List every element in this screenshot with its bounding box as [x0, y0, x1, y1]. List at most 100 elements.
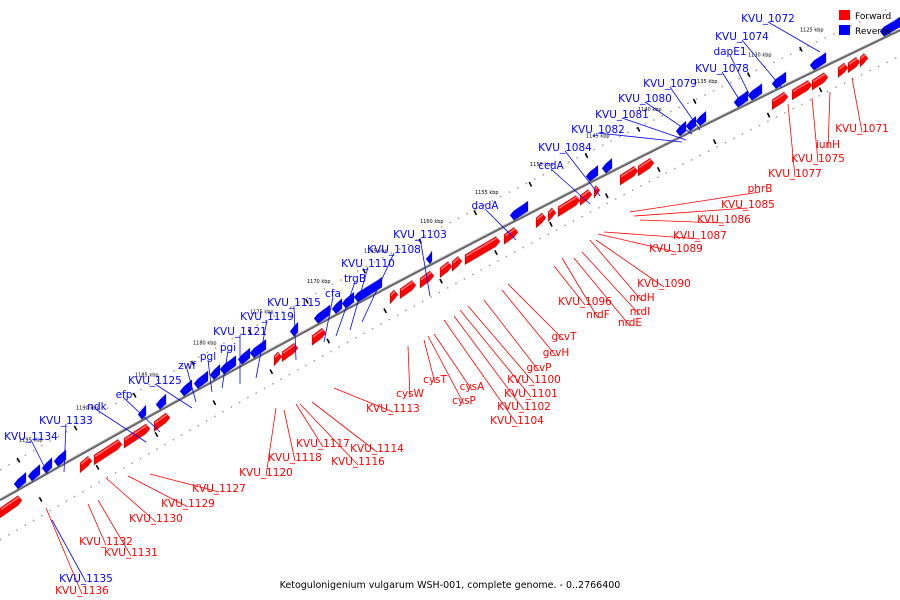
gene-shape-rev-13: [313, 304, 331, 324]
gene-highlight: [390, 290, 396, 297]
gene-highlight: [812, 73, 826, 83]
gene-shape-fwd-15: [535, 212, 547, 229]
gene-label-kvu-1130: KVU_1130: [129, 513, 183, 525]
gene-label-kvu-1089: KVU_1089: [649, 243, 703, 255]
leader-kvu-1081: [621, 117, 687, 141]
tick-mark: [692, 98, 697, 104]
gene-highlight: [548, 208, 554, 214]
leader-nrdh: [589, 239, 643, 302]
gene-shape-fwd-14: [503, 226, 519, 245]
gene-label-kvu-1116: KVU_1116: [331, 456, 385, 468]
gene-label-kvu-1121: KVU_1121: [213, 326, 267, 338]
gene-highlight: [860, 54, 866, 60]
tick-mark: [362, 268, 366, 274]
gene-shape-rev-9: [219, 355, 237, 375]
leader-kvu-1071: [851, 77, 863, 133]
gene-shape-fwd-11: [439, 261, 453, 279]
gene-label-kvu-1125: KVU_1125: [128, 375, 182, 387]
tick-mark: [383, 308, 388, 314]
gene-shape-fwd-16: [547, 207, 557, 223]
tick-mark: [473, 210, 478, 216]
genome-backbone: [0, 28, 900, 502]
leader-kvu-1116: [299, 403, 359, 466]
gene-shape-rev-8: [209, 363, 221, 381]
tick-mark: [712, 139, 717, 145]
leader-pgl: [207, 359, 213, 393]
legend-forward-label: Forward: [855, 12, 891, 22]
leader-dada: [484, 208, 517, 241]
gene-highlight: [154, 413, 168, 424]
gene-shape-rev-24: [733, 90, 749, 108]
leader-kvu-1129: [127, 475, 189, 508]
gene-shape-fwd-23: [791, 79, 813, 101]
tick-label: 1175 kbp: [250, 310, 274, 316]
gene-shape-rev-10: [237, 347, 251, 365]
gene-highlight: [138, 406, 144, 412]
gene-highlight: [880, 17, 898, 29]
gene-shape-fwd-13: [464, 236, 501, 266]
leader-iunh: [827, 91, 831, 149]
gene-label-cysp: cysP: [452, 395, 476, 407]
gene-label-kvu-1118: KVU_1118: [268, 452, 322, 464]
gene-highlight: [282, 343, 296, 354]
gene-highlight: [696, 112, 704, 119]
gene-shape-rev-17: [425, 250, 433, 265]
gene-label-kvu-1074: KVU_1074: [715, 31, 769, 43]
leader-gcvp: [483, 299, 540, 372]
gene-shape-rev-1: [27, 463, 41, 482]
gene-highlight: [510, 201, 526, 213]
tick-mark: [549, 221, 553, 227]
gene-label-kvu-1102: KVU_1102: [497, 401, 551, 413]
gene-highlight: [602, 159, 610, 166]
gene-highlight: [504, 228, 516, 237]
gene-highlight: [0, 496, 20, 511]
gene-highlight: [426, 252, 430, 256]
gene-label-kvu-1100: KVU_1100: [507, 374, 561, 386]
leader-kvu-1077: [787, 103, 796, 178]
leader-kvu-1130: [105, 477, 157, 523]
gene-highlight: [274, 352, 280, 359]
gene-highlight: [848, 57, 858, 65]
label-leader-lines: [30, 21, 863, 595]
gene-shape-rev-11: [249, 338, 267, 359]
tick-mark: [38, 496, 43, 502]
gene-label-efp: efp: [116, 389, 133, 401]
gene-shape-rev-26: [771, 71, 787, 89]
gene-shape-fwd-18: [579, 189, 593, 206]
leader-dape1: [729, 54, 753, 101]
leader-gcvt: [507, 283, 565, 341]
tick-mark: [799, 46, 803, 52]
gene-label-kvu-1079: KVU_1079: [643, 78, 697, 90]
leader-gcvh: [501, 289, 557, 357]
leader-kvu-1132: [87, 503, 107, 546]
gene-highlight: [194, 371, 206, 381]
gene-label-dada: dadA: [472, 200, 500, 212]
leader-kvu-1085: [633, 207, 749, 217]
gene-highlight: [734, 91, 746, 100]
gene-label-kvu-1135: KVU_1135: [59, 573, 113, 585]
tick-mark: [439, 278, 443, 284]
gene-shape-fwd-7: [311, 327, 327, 346]
gene-label-kvu-1129: KVU_1129: [161, 498, 215, 510]
leader-kvu-1131: [97, 499, 132, 557]
gene-shape-fwd-17: [557, 195, 581, 218]
gene-shape-fwd-8: [389, 289, 399, 305]
leader-nrdf: [561, 257, 599, 319]
gene-highlight: [14, 473, 24, 482]
gene-highlight: [354, 278, 380, 295]
tick-label: 1185 kbp: [135, 372, 159, 378]
gene-shape-rev-6: [179, 379, 193, 397]
tick-mark: [190, 360, 195, 366]
gene-label-kvu-1101: KVU_1101: [504, 388, 558, 400]
gene-label-cfa: cfa: [325, 288, 341, 300]
leader-nrdi: [581, 251, 641, 316]
gene-label-kvu-1096: KVU_1096: [558, 296, 612, 308]
gene-label-kvu-1127: KVU_1127: [192, 483, 246, 495]
gene-shape-rev-23: [695, 110, 707, 127]
gene-shape-rev-5: [155, 393, 167, 410]
gene-shape-rev-21: [675, 120, 687, 137]
leader-kvu-1119: [255, 319, 268, 379]
gene-label-kvu-1081: KVU_1081: [595, 109, 649, 121]
gene-shape-rev-28: [879, 16, 900, 37]
tick-label: 1190 kbp: [76, 405, 100, 411]
